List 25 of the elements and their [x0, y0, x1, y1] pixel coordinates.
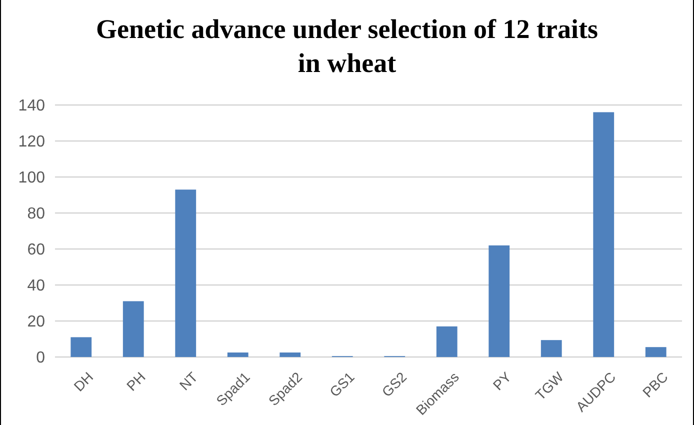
x-tick-label: PH — [123, 368, 148, 394]
bar — [70, 337, 92, 357]
bar — [175, 190, 196, 357]
x-tick-label: GS1 — [326, 368, 358, 400]
y-tick-label: 20 — [27, 314, 46, 331]
bar — [280, 352, 301, 357]
x-tick-label: DH — [70, 368, 96, 394]
y-tick-label: 100 — [18, 170, 46, 187]
bar — [436, 326, 458, 357]
y-tick-label: 0 — [36, 350, 46, 367]
x-tick-label: GS2 — [378, 368, 410, 400]
chart-title: Genetic advance under selection of 12 traits in wheat — [96, 14, 598, 78]
x-tick-label: NT — [176, 368, 201, 394]
bar — [645, 347, 666, 357]
y-tick-label: 140 — [18, 98, 46, 115]
bar — [540, 340, 562, 357]
y-tick-label: 40 — [27, 278, 46, 295]
bar — [593, 112, 614, 357]
bar — [122, 301, 144, 357]
y-tick-label: 60 — [27, 242, 46, 259]
bar — [227, 352, 248, 357]
x-tick-label: PY — [490, 368, 515, 394]
y-tick-label: 80 — [27, 206, 46, 223]
y-tick-label: 120 — [18, 134, 46, 151]
bar — [488, 245, 510, 357]
